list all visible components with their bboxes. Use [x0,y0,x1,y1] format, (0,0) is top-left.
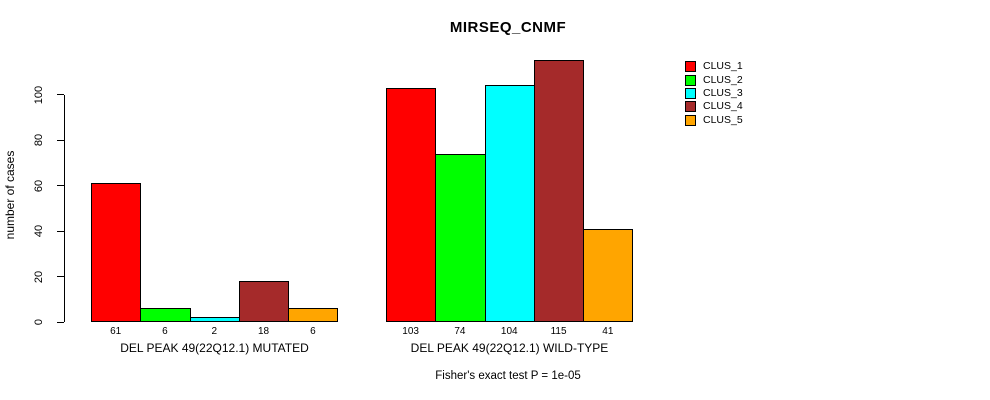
bar-clus_5-group1 [288,308,339,322]
legend-label-clus-2: CLUS_2 [703,73,743,86]
bar-value-label: 18 [257,326,270,337]
bar-clus_4-group2 [533,60,585,322]
bar-clus_1-group2 [386,87,437,322]
legend-row-clus-2: CLUS_2 [685,73,743,86]
y-tick-mark [57,139,64,141]
y-tick-mark [57,185,64,186]
legend-label-clus-1: CLUS_1 [703,60,743,73]
bar-value-label: 74 [454,326,466,337]
bar-clus_2-group2 [435,153,486,322]
y-tick-mark [57,230,64,232]
bar-clus_4-group1 [238,281,290,322]
bar-clus_1-group1 [91,183,142,322]
bar-value-label: 61 [110,326,122,337]
bar-value-label: 41 [602,326,614,337]
bar-value-label: 2 [211,326,218,337]
bar-value-label: 6 [162,326,168,337]
bar-value-label: 115 [550,326,567,337]
legend-row-clus-5: CLUS_5 [685,114,743,127]
y-axis-label: number of cases [3,150,17,240]
legend-row-clus-4: CLUS_4 [685,100,743,113]
legend-swatch-clus-4 [685,101,696,113]
y-tick-label: 60 [33,179,45,192]
bar-value-label: 103 [402,326,419,337]
chart-title: MIRSEQ_CNMF [449,19,567,36]
legend-swatch-clus-1 [685,61,696,73]
y-tick-label: 0 [33,318,45,326]
legend-label-clus-3: CLUS_3 [703,86,743,99]
legend-row-clus-3: CLUS_3 [685,87,743,100]
bar-clus_5-group2 [583,228,634,322]
y-tick-label: 20 [33,270,45,283]
bar-value-label: 6 [310,326,316,337]
y-tick-label: 40 [33,224,45,238]
y-tick-mark [57,94,64,95]
legend-row-clus-1: CLUS_1 [685,60,743,73]
y-tick-mark [57,321,64,323]
bar-value-label: 104 [500,326,518,337]
y-tick-label: 80 [33,133,45,147]
legend: CLUS_1 CLUS_2 CLUS_3 CLUS_4 CLUS_5 [685,60,743,127]
legend-swatch-clus-2 [685,74,696,86]
y-tick-label: 100 [33,85,45,104]
legend-label-clus-5: CLUS_5 [703,113,743,126]
fisher-test-annotation: Fisher's exact test P = 1e-05 [435,370,581,382]
y-tick-mark [57,276,64,277]
bar-clus_3-group2 [484,85,535,322]
legend-label-clus-4: CLUS_4 [703,100,743,113]
bar-clus_2-group1 [140,308,191,322]
group-label-wild-type: DEL PEAK 49(22Q12.1) WILD-TYPE [410,341,609,355]
legend-swatch-clus-5 [685,114,696,126]
group-label-mutated: DEL PEAK 49(22Q12.1) MUTATED [120,341,309,355]
y-axis-line [64,94,65,322]
bar-clus_3-group1 [189,317,240,322]
legend-swatch-clus-3 [685,87,696,99]
